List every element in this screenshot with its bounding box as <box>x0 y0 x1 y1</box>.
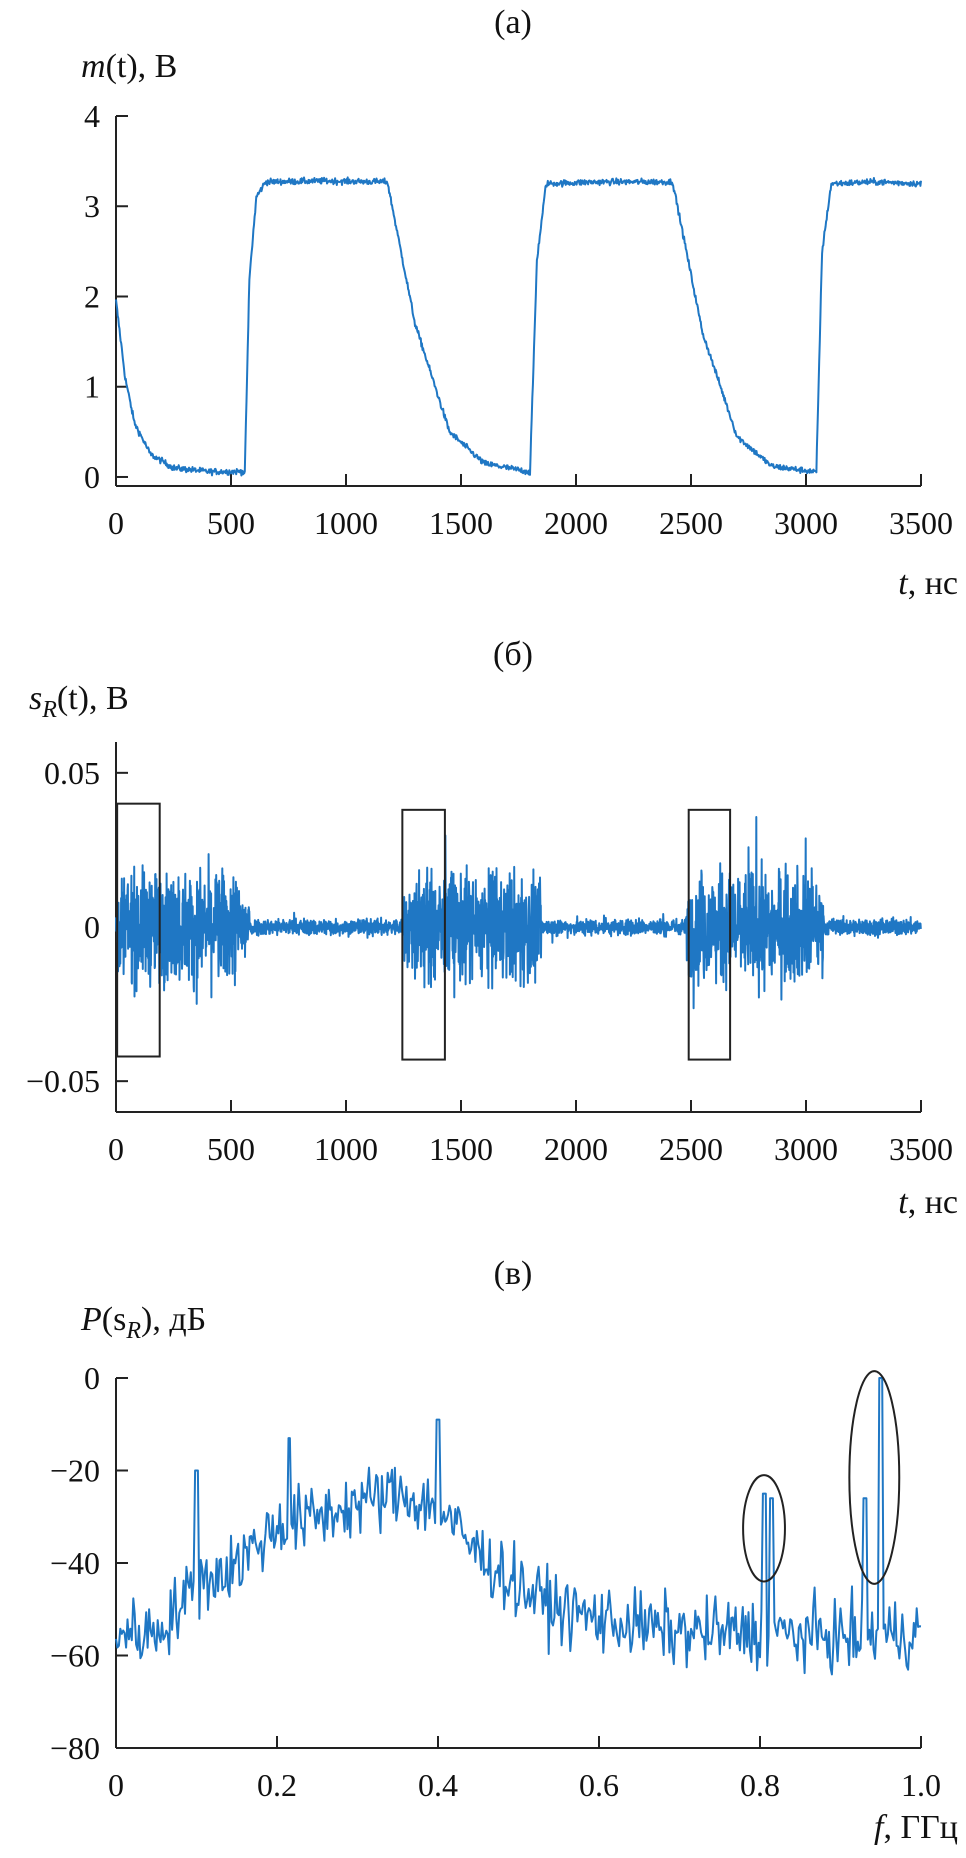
panel-b-x-tick-label: 3500 <box>889 1131 953 1167</box>
panel-b-title: (б) <box>493 636 533 673</box>
panel-a-x-tick-label: 0 <box>108 505 124 541</box>
panel-a-xlabel-unit: , нс <box>908 565 958 602</box>
panel-b-ylabel-arg: (t) <box>57 680 89 717</box>
panel-c-y-tick-label: −20 <box>50 1453 100 1489</box>
panel-c-x-tick-label: 0.4 <box>418 1767 458 1803</box>
panel-c-highlight-ellipse <box>742 1474 786 1583</box>
panel-b-x-tick-label: 500 <box>207 1131 255 1167</box>
panel-c-ylabel-close: ) <box>141 1301 152 1338</box>
panel-a-x-tick-label: 3500 <box>889 505 953 541</box>
panel-c-y-tick-label: −80 <box>50 1730 100 1766</box>
panel-c-x-tick-label: 0.6 <box>579 1767 619 1803</box>
panel-c-ylabel-arg: (s <box>102 1301 127 1338</box>
panel-a-ylabel-arg: (t) <box>106 48 138 85</box>
panel-b-x-tick-label: 0 <box>108 1131 124 1167</box>
panel-a-y-tick-label: 3 <box>84 188 100 224</box>
panel-c-title: (в) <box>494 1255 533 1292</box>
panel-c-y-tick-label: −40 <box>50 1545 100 1581</box>
panel-a-x-tick-label: 2500 <box>659 505 723 541</box>
panel-a-axes: 0 500 1000 1500 2000 2500 3000 3500 0 1 2 3 4 <box>84 98 953 541</box>
panel-b-x-tick-label: 1000 <box>314 1131 378 1167</box>
panel-b-ylabel: sR(t), В <box>29 680 129 723</box>
panel-b-x-tick-label: 2000 <box>544 1131 608 1167</box>
panel-a-y-tick-label: 2 <box>84 278 100 314</box>
panel-a-title: (а) <box>494 4 532 41</box>
panel-b: (б) sR(t), В 0 500 1000 1500 2000 2500 3000 350… <box>26 636 958 1221</box>
panel-a-ylabel: m(t), В <box>81 48 177 85</box>
panel-c-series-line <box>115 1377 922 1676</box>
panel-b-y-tick-label: −0.05 <box>26 1063 100 1099</box>
panel-a-series-line <box>115 176 922 477</box>
panel-c-ylabel-var: P <box>80 1301 102 1338</box>
panel-b-series-line <box>115 816 922 1010</box>
panel-a-ylabel-var: m <box>81 48 106 85</box>
panel-b-ylabel-sub: R <box>41 697 57 723</box>
panel-c: (в) P(sR), дБ 0 0.2 0.4 0.6 0.8 1.0 0 −20 −40 −60… <box>50 1255 958 1846</box>
panel-b-xlabel-unit: , нс <box>908 1184 958 1221</box>
panel-c-x-tick-label: 1.0 <box>901 1767 941 1803</box>
panel-b-xlabel: t, нс <box>898 1184 958 1221</box>
panel-b-x-tick-label: 3000 <box>774 1131 838 1167</box>
panel-b-ylabel-unit: , В <box>89 680 129 717</box>
panel-b-highlight-box <box>687 808 732 1061</box>
panel-b-xlabel-var: t <box>898 1184 909 1221</box>
panel-b-y-tick-label: 0.05 <box>44 755 100 791</box>
panel-c-xlabel: f, ГГц <box>874 1809 958 1846</box>
panel-c-ylabel-unit: , дБ <box>152 1301 206 1338</box>
panel-a-x-tick-label: 500 <box>207 505 255 541</box>
panel-a-xlabel: t, нс <box>898 565 958 602</box>
panel-a-x-tick-label: 2000 <box>544 505 608 541</box>
panel-a-ylabel-unit: , В <box>138 48 178 85</box>
panel-c-ylabel-sub: R <box>125 1318 141 1344</box>
panel-a-x-tick-label: 1000 <box>314 505 378 541</box>
panel-c-axes: 0 0.2 0.4 0.6 0.8 1.0 0 −20 −40 −60 −80 <box>50 1360 941 1803</box>
panel-c-x-tick-label: 0.8 <box>740 1767 780 1803</box>
panel-b-highlight-box <box>116 802 161 1058</box>
panel-a-y-tick-label: 1 <box>84 369 100 405</box>
panel-c-y-tick-label: 0 <box>84 1360 100 1396</box>
panel-b-highlight-box <box>401 808 446 1061</box>
panel-c-highlight-ellipse <box>848 1370 901 1585</box>
panel-a-x-tick-label: 3000 <box>774 505 838 541</box>
panel-c-x-tick-label: 0.2 <box>257 1767 297 1803</box>
panel-b-ylabel-var: s <box>29 680 42 717</box>
panel-c-xlabel-unit: , ГГц <box>883 1809 958 1846</box>
panel-b-y-tick-label: 0 <box>84 909 100 945</box>
panel-a-y-tick-label: 4 <box>84 98 100 134</box>
panel-c-x-tick-label: 0 <box>108 1767 124 1803</box>
panel-a-xlabel-var: t <box>898 565 909 602</box>
panel-b-x-tick-label: 2500 <box>659 1131 723 1167</box>
panel-c-ylabel: P(sR), дБ <box>80 1301 206 1344</box>
panel-c-y-tick-label: −60 <box>50 1638 100 1674</box>
panel-b-x-tick-label: 1500 <box>429 1131 493 1167</box>
panel-a: (а) m(t), В 0 500 1000 1500 2000 2500 3000 3500… <box>81 4 958 602</box>
panel-a-x-tick-label: 1500 <box>429 505 493 541</box>
panel-a-y-tick-label: 0 <box>84 459 100 495</box>
